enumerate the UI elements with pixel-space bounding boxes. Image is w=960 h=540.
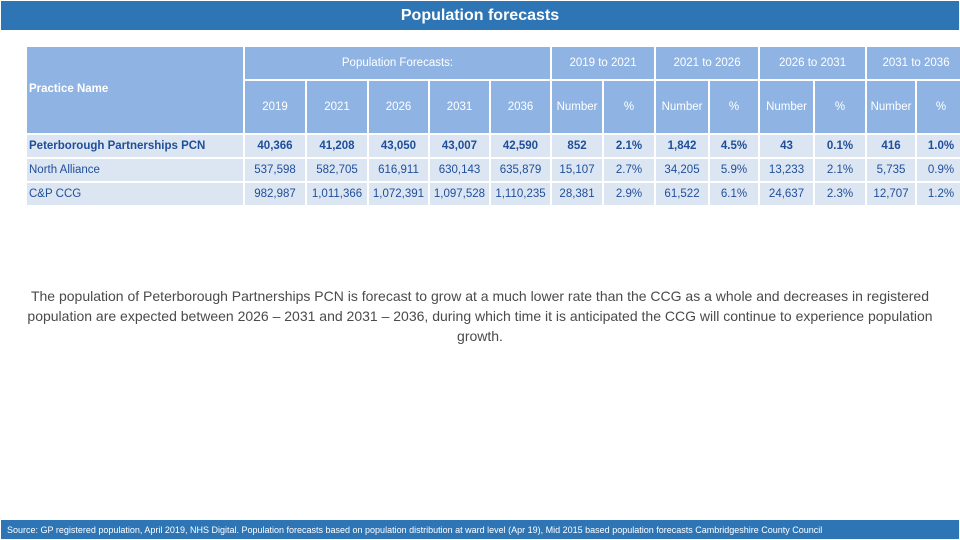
table-cell: 0.9% (917, 159, 960, 181)
table-cell: 13,233 (760, 159, 814, 181)
table-cell: 852 (552, 135, 603, 157)
percent-header: % (815, 81, 866, 133)
table-cell: 982,987 (245, 183, 305, 205)
page-title: Population forecasts (400, 6, 560, 24)
table-cell: 43,050 (369, 135, 428, 157)
number-header: Number (552, 81, 603, 133)
commentary-text: The population of Peterborough Partnersh… (27, 288, 933, 344)
table-cell: 2.1% (815, 159, 866, 181)
year-header: 2031 (430, 81, 489, 133)
table-cell: 5.9% (710, 159, 759, 181)
source-footer: Source: GP registered population, April … (1, 520, 959, 539)
number-header: Number (656, 81, 709, 133)
table-cell: 616,911 (369, 159, 428, 181)
table-cell: 1,072,391 (369, 183, 428, 205)
table-cell: 34,205 (656, 159, 709, 181)
table-cell: 24,637 (760, 183, 814, 205)
table-cell: 1.2% (917, 183, 960, 205)
table-cell: 5,735 (867, 159, 916, 181)
year-header: 2021 (307, 81, 367, 133)
table-cell: 28,381 (552, 183, 603, 205)
practice-name-cell: North Alliance (27, 159, 243, 181)
period-header: 2019 to 2021 (552, 47, 655, 79)
table-cell: 0.1% (815, 135, 866, 157)
percent-header: % (604, 81, 655, 133)
forecasts-header: Population Forecasts: (245, 47, 551, 79)
table-cell: 1,110,235 (491, 183, 551, 205)
table-cell: 2.9% (604, 183, 655, 205)
table-cell: 1,842 (656, 135, 709, 157)
table-cell: 635,879 (491, 159, 551, 181)
table-cell: 416 (867, 135, 916, 157)
table-cell: 40,366 (245, 135, 305, 157)
table-cell: 4.5% (710, 135, 759, 157)
practice-name-cell: Peterborough Partnerships PCN (27, 135, 243, 157)
table-cell: 61,522 (656, 183, 709, 205)
year-header: 2036 (491, 81, 551, 133)
table-cell: 42,590 (491, 135, 551, 157)
table-cell: 43 (760, 135, 814, 157)
table-cell: 582,705 (307, 159, 367, 181)
number-header: Number (867, 81, 916, 133)
practice-name-header: Practice Name (27, 47, 243, 133)
table-row: North Alliance 537,598 582,705 616,911 6… (27, 159, 960, 181)
title-bar: Population forecasts (1, 1, 959, 30)
period-header: 2026 to 2031 (760, 47, 866, 79)
table-cell: 15,107 (552, 159, 603, 181)
population-table: Practice Name Population Forecasts: 2019… (25, 45, 960, 207)
table-cell: 2.3% (815, 183, 866, 205)
table-row: C&P CCG 982,987 1,011,366 1,072,391 1,09… (27, 183, 960, 205)
table-row: Peterborough Partnerships PCN 40,366 41,… (27, 135, 960, 157)
table-cell: 6.1% (710, 183, 759, 205)
practice-name-cell: C&P CCG (27, 183, 243, 205)
table-cell: 1.0% (917, 135, 960, 157)
period-header: 2021 to 2026 (656, 47, 759, 79)
table-cell: 43,007 (430, 135, 489, 157)
table-cell: 1,097,528 (430, 183, 489, 205)
table-cell: 12,707 (867, 183, 916, 205)
percent-header: % (917, 81, 960, 133)
table-cell: 2.7% (604, 159, 655, 181)
period-header: 2031 to 2036 (867, 47, 960, 79)
table-cell: 537,598 (245, 159, 305, 181)
number-header: Number (760, 81, 814, 133)
table-cell: 630,143 (430, 159, 489, 181)
year-header: 2019 (245, 81, 305, 133)
year-header: 2026 (369, 81, 428, 133)
table-cell: 41,208 (307, 135, 367, 157)
source-text: Source: GP registered population, April … (7, 524, 823, 535)
percent-header: % (710, 81, 759, 133)
table-cell: 2.1% (604, 135, 655, 157)
table-cell: 1,011,366 (307, 183, 367, 205)
